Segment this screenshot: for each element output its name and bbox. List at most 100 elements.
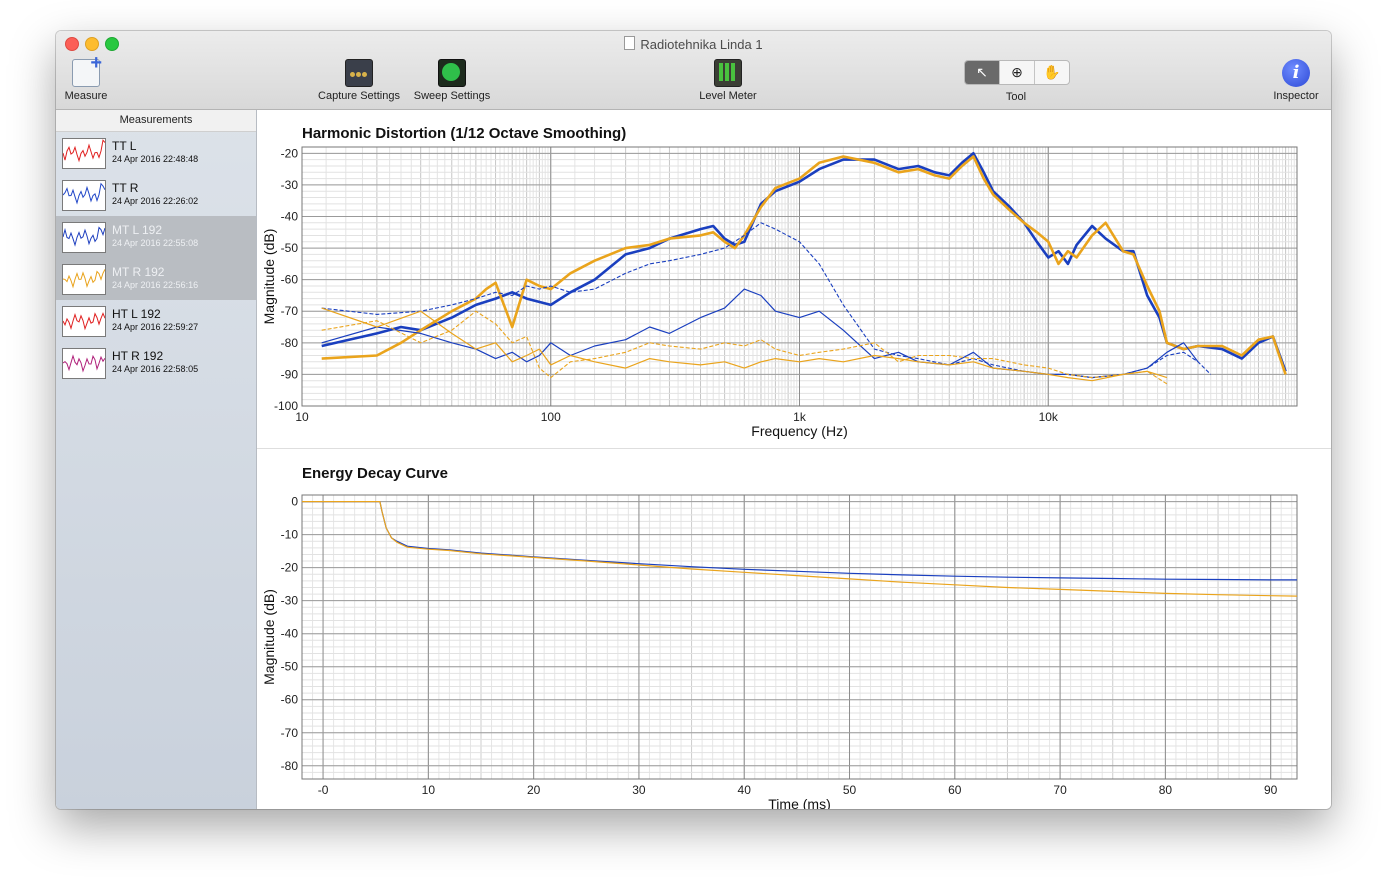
series-line-blue-dashed <box>321 222 1212 379</box>
chart-divider <box>257 448 1331 449</box>
measurement-thumbnail-graph <box>63 139 105 163</box>
y-tick-label: -70 <box>281 304 299 318</box>
measurement-thumbnail <box>62 264 106 295</box>
series-line-blue-thin <box>321 288 1199 379</box>
x-tick-label: 60 <box>948 783 962 797</box>
energy-decay-chart[interactable]: 0 -10 -20 -30 -40 -50 -60 -70 -80 -0 10 20 30 40 50 60 7… <box>257 448 1331 809</box>
measurement-item[interactable]: MT R 192 24 Apr 2016 22:56:16 <box>56 258 256 300</box>
hand-tool-button[interactable]: ✋ <box>1035 61 1069 84</box>
y-tick-label: -50 <box>281 241 299 255</box>
series-line-orange-thin <box>321 307 1168 382</box>
zoom-window-button[interactable] <box>105 37 119 51</box>
capture-settings-button[interactable]: Capture Settings <box>314 59 404 102</box>
window-title: Radiotehnika Linda 1 <box>56 36 1331 52</box>
y-tick-label: -80 <box>281 336 299 350</box>
zoom-tool-button[interactable]: ⊕ <box>1000 61 1035 84</box>
measurement-name: MT R 192 <box>112 265 165 279</box>
measurement-item[interactable]: MT L 192 24 Apr 2016 22:55:08 <box>56 216 256 258</box>
y-tick-label: -80 <box>281 759 299 773</box>
measurement-date: 24 Apr 2016 22:26:02 <box>112 196 199 206</box>
y-tick-label: -50 <box>281 660 299 674</box>
x-tick-label: 70 <box>1053 783 1067 797</box>
measurement-thumbnail-graph <box>63 312 105 331</box>
tool-label: Tool <box>1005 91 1027 103</box>
y-tick-label: -40 <box>281 627 299 641</box>
minimize-window-button[interactable] <box>85 37 99 51</box>
sweep-settings-label: Sweep Settings <box>413 90 491 102</box>
measurement-thumbnail <box>62 348 106 379</box>
series-line-orange-thick <box>321 155 1287 375</box>
pointer-tool-button[interactable]: ↖ <box>965 61 1000 84</box>
measurement-item[interactable]: HT R 192 24 Apr 2016 22:58:05 <box>56 342 256 384</box>
harmonic-distortion-title: Harmonic Distortion (1/12 Octave Smoothi… <box>302 125 627 142</box>
series-line-orange-dashed <box>321 310 1168 385</box>
y-tick-label: -60 <box>281 693 299 707</box>
measurement-thumbnail-graph <box>63 269 105 289</box>
level-meter-icon <box>714 59 742 87</box>
x-tick-label: 40 <box>738 783 752 797</box>
titlebar: Radiotehnika Linda 1 Measure Capture Set… <box>56 31 1331 110</box>
y-tick-label: -20 <box>281 561 299 575</box>
pointer-icon: ↖ <box>976 64 988 80</box>
measurement-item[interactable]: TT R 24 Apr 2016 22:26:02 <box>56 174 256 216</box>
measurement-date: 24 Apr 2016 22:55:08 <box>112 238 199 248</box>
measurement-thumbnail-graph <box>63 226 105 247</box>
x-tick-label: 90 <box>1264 783 1278 797</box>
measurement-thumbnail-graph <box>63 182 105 205</box>
close-window-button[interactable] <box>65 37 79 51</box>
measurement-thumbnail-graph <box>63 354 105 373</box>
inspector-button[interactable]: i Inspector <box>1268 59 1324 102</box>
y-tick-label: -30 <box>281 594 299 608</box>
y-axis-label: Magnitude (dB) <box>261 589 277 685</box>
y-tick-label: -30 <box>281 178 299 192</box>
document-icon <box>624 36 636 50</box>
y-tick-label: 0 <box>291 495 298 509</box>
level-meter-button[interactable]: Level Meter <box>693 59 763 102</box>
y-axis-label: Magnitude (dB) <box>261 229 277 325</box>
measurement-thumbnail <box>62 306 106 337</box>
plot-frame <box>301 146 1298 407</box>
zoom-icon: ⊕ <box>1011 64 1023 80</box>
measurement-date: 24 Apr 2016 22:59:27 <box>112 322 199 332</box>
sweep-settings-button[interactable]: Sweep Settings <box>409 59 495 102</box>
app-window: Radiotehnika Linda 1 Measure Capture Set… <box>56 31 1331 809</box>
measurements-header: Measurements <box>56 110 256 132</box>
x-axis-label: Frequency (Hz) <box>751 423 847 439</box>
measurement-item[interactable]: HT L 192 24 Apr 2016 22:59:27 <box>56 300 256 342</box>
info-icon: i <box>1282 59 1310 87</box>
graph-area: Harmonic Distortion (1/12 Octave Smoothi… <box>257 110 1331 809</box>
energy-decay-title: Energy Decay Curve <box>302 465 448 482</box>
y-tick-label: -70 <box>281 726 299 740</box>
capture-settings-label: Capture Settings <box>318 90 400 102</box>
hand-icon: ✋ <box>1043 64 1061 80</box>
x-tick-label: 20 <box>527 783 541 797</box>
y-tick-label: -20 <box>281 146 299 160</box>
measure-label: Measure <box>64 90 108 102</box>
tool-segmented-control: ↖ ⊕ ✋ <box>964 60 1070 85</box>
y-tick-label: -40 <box>281 209 299 223</box>
y-tick-label: -100 <box>274 399 298 413</box>
x-tick-label: 100 <box>541 410 561 424</box>
x-tick-label: 30 <box>632 783 646 797</box>
x-tick-label: 10k <box>1039 410 1059 424</box>
measurement-name: HT R 192 <box>112 349 164 363</box>
measurement-name: HT L 192 <box>112 307 161 321</box>
y-tick-label: -60 <box>281 273 299 287</box>
measure-button[interactable]: Measure <box>62 52 110 102</box>
measurements-list: TT L 24 Apr 2016 22:48:48 TT R 24 Apr 2016 … <box>56 132 256 384</box>
level-meter-label: Level Meter <box>699 90 757 102</box>
measurement-date: 24 Apr 2016 22:48:48 <box>112 154 199 164</box>
measurement-item[interactable]: TT L 24 Apr 2016 22:48:48 <box>56 132 256 174</box>
x-tick-label: 10 <box>422 783 436 797</box>
measurement-thumbnail <box>62 180 106 211</box>
measurement-date: 24 Apr 2016 22:56:16 <box>112 280 199 290</box>
window-title-text: Radiotehnika Linda 1 <box>640 37 763 52</box>
x-tick-label: 1k <box>793 410 807 424</box>
x-tick-label: 80 <box>1159 783 1173 797</box>
y-tick-label: -10 <box>281 528 299 542</box>
x-tick-label: 50 <box>843 783 857 797</box>
measure-icon <box>72 52 102 87</box>
measurement-date: 24 Apr 2016 22:58:05 <box>112 364 199 374</box>
x-tick-label: -0 <box>318 783 329 797</box>
